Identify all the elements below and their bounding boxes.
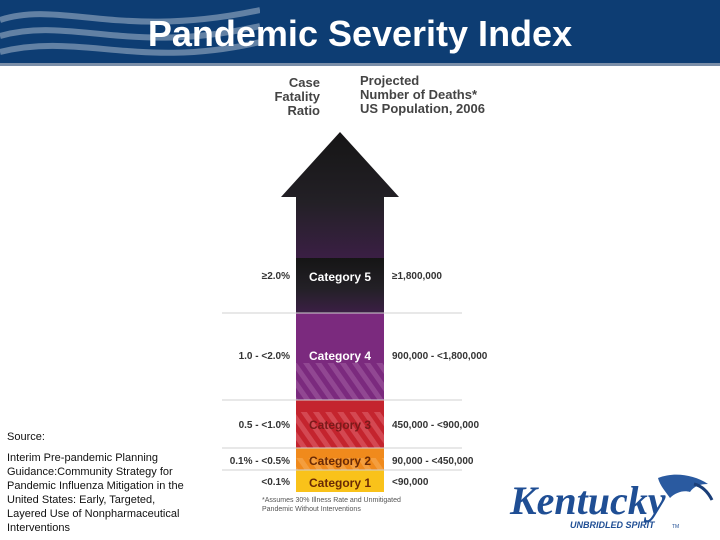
assumption-footnote: *Assumes 30% Illness Rate and Unmitigate… (262, 497, 401, 513)
category-5-band (296, 258, 384, 313)
category-4-ratio: 1.0 - <2.0% (238, 351, 290, 362)
category-3-deaths: 450,000 - <900,000 (392, 420, 480, 431)
category-3-ratio: 0.5 - <1.0% (238, 420, 290, 431)
category-5-label: Category 5 (308, 270, 372, 284)
category-1-label: Category 1 (308, 476, 372, 490)
category-2-ratio: 0.1% - <0.5% (229, 456, 290, 467)
fatality-ratio-heading: Case Fatality Ratio (274, 75, 320, 118)
category-1-deaths: <90,000 (392, 477, 429, 488)
category-4-label: Category 4 (308, 349, 372, 363)
category-4-band (296, 313, 384, 363)
category-5-ratio: ≥2.0% (261, 271, 290, 282)
category-2-stripes (296, 458, 384, 470)
category-2-label: Category 2 (308, 454, 372, 468)
header-wave-decoration (0, 7, 260, 56)
category-3-label: Category 3 (308, 418, 372, 432)
header-bar: Pandemic Severity Index (0, 0, 720, 63)
horse-icon (658, 474, 708, 498)
source-text: Interim Pre-pandemic Planning Guidance:C… (7, 452, 184, 534)
kentucky-logo: Kentucky UNBRIDLED SPIRIT TM (509, 474, 714, 530)
category-4-deaths: 900,000 - <1,800,000 (392, 351, 488, 362)
category-2-band (296, 448, 384, 458)
kentucky-tagline: UNBRIDLED SPIRIT (570, 520, 656, 530)
trademark-mark: TM (672, 524, 679, 530)
category-5-deaths: ≥1,800,000 (392, 271, 442, 282)
category-3-band (296, 400, 384, 412)
page-title: Pandemic Severity Index (147, 13, 573, 54)
category-2-deaths: 90,000 - <450,000 (392, 456, 474, 467)
source-label: Source: (7, 431, 45, 443)
kentucky-wordmark: Kentucky (509, 478, 666, 523)
projected-deaths-heading: Projected Number of Deaths* US Populatio… (360, 73, 485, 116)
arrow-head (281, 132, 399, 260)
header-rule (0, 63, 720, 66)
category-4-stripes (296, 363, 384, 400)
category-3-stripes (296, 412, 384, 448)
category-1-band (296, 470, 384, 492)
category-1-ratio: <0.1% (261, 477, 290, 488)
